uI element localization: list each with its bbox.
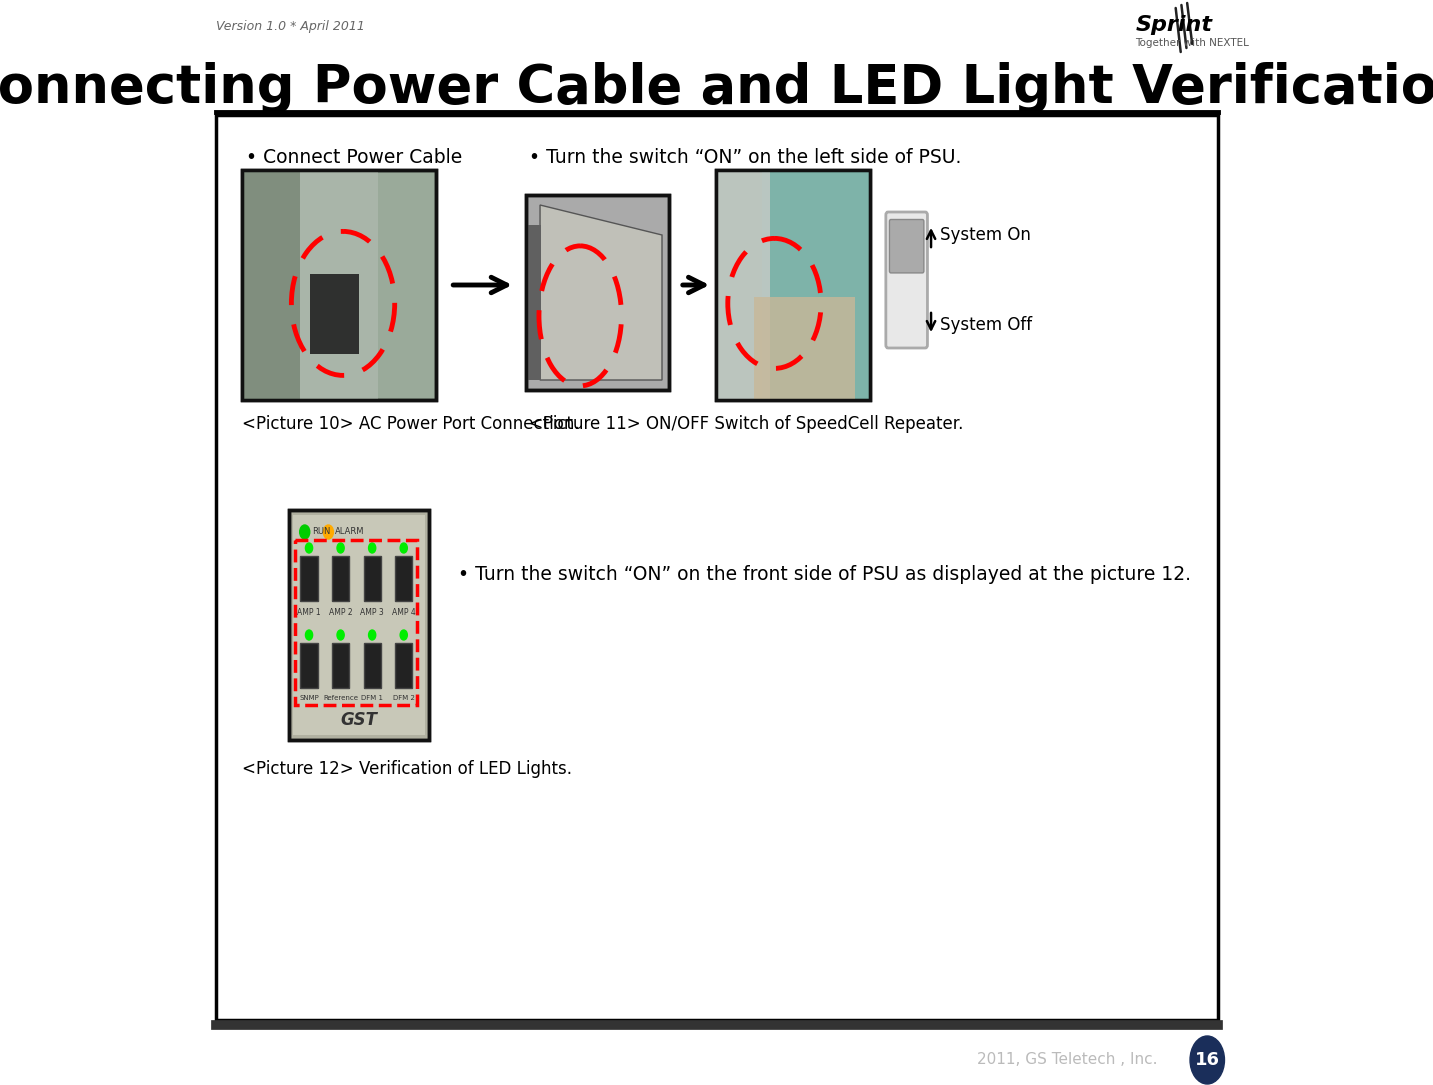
Text: 16: 16: [1195, 1051, 1219, 1069]
Text: • Turn the switch “ON” on the front side of PSU as displayed at the picture 12.: • Turn the switch “ON” on the front side…: [457, 565, 1191, 584]
Circle shape: [368, 542, 375, 553]
Text: <Picture 12> Verification of LED Lights.: <Picture 12> Verification of LED Lights.: [242, 760, 572, 778]
Text: AMP 4: AMP 4: [391, 608, 416, 617]
Bar: [716, 170, 870, 400]
Text: RUN: RUN: [312, 527, 330, 536]
Bar: [332, 556, 350, 601]
Bar: [289, 510, 428, 740]
Text: GST: GST: [340, 711, 377, 729]
Text: • Connect Power Cable: • Connect Power Cable: [246, 148, 463, 167]
Bar: [526, 225, 542, 380]
Bar: [289, 510, 428, 740]
Circle shape: [299, 525, 310, 539]
Bar: [332, 643, 350, 688]
Text: AMP 3: AMP 3: [360, 608, 384, 617]
Text: AMP 2: AMP 2: [328, 608, 353, 617]
Bar: [242, 170, 301, 400]
Bar: [716, 170, 870, 400]
Bar: [754, 296, 854, 400]
Text: Reference: Reference: [322, 695, 358, 701]
Text: AMP 1: AMP 1: [297, 608, 321, 617]
Circle shape: [337, 630, 344, 640]
Text: Version 1.0 * April 2011: Version 1.0 * April 2011: [216, 20, 364, 33]
Text: System On: System On: [940, 226, 1030, 244]
Bar: [301, 556, 318, 601]
Bar: [762, 170, 870, 400]
Circle shape: [400, 630, 407, 640]
Circle shape: [324, 525, 334, 539]
FancyBboxPatch shape: [890, 219, 924, 273]
Text: DFM 2: DFM 2: [393, 695, 414, 701]
Bar: [526, 195, 669, 390]
Bar: [292, 515, 426, 735]
Circle shape: [368, 630, 375, 640]
Text: System Off: System Off: [940, 316, 1032, 334]
Bar: [242, 170, 436, 400]
Text: <Picture 11> ON/OFF Switch of SpeedCell Repeater.: <Picture 11> ON/OFF Switch of SpeedCell …: [529, 414, 963, 433]
Circle shape: [305, 542, 312, 553]
Bar: [364, 643, 381, 688]
Text: <Picture 10> AC Power Port Connection.: <Picture 10> AC Power Port Connection.: [242, 414, 580, 433]
Bar: [301, 170, 378, 400]
Text: SNMP: SNMP: [299, 695, 320, 701]
Bar: [716, 170, 770, 400]
Bar: [242, 170, 436, 400]
Text: 2011, GS Teletech , Inc.: 2011, GS Teletech , Inc.: [976, 1052, 1156, 1068]
Circle shape: [400, 542, 407, 553]
Bar: [364, 556, 381, 601]
Text: • Turn the switch “ON” on the left side of PSU.: • Turn the switch “ON” on the left side …: [529, 148, 962, 167]
Circle shape: [337, 542, 344, 553]
Text: Sprint: Sprint: [1135, 15, 1212, 35]
Polygon shape: [540, 205, 662, 380]
Text: DFM 1: DFM 1: [361, 695, 383, 701]
Bar: [301, 643, 318, 688]
Text: Together with NEXTEL: Together with NEXTEL: [1135, 38, 1250, 48]
Circle shape: [1189, 1036, 1224, 1084]
Text: Connecting Power Cable and LED Light Verification: Connecting Power Cable and LED Light Ver…: [0, 62, 1433, 114]
FancyBboxPatch shape: [886, 212, 927, 348]
Bar: [396, 556, 413, 601]
Text: ALARM: ALARM: [335, 527, 364, 536]
Bar: [310, 273, 358, 354]
Circle shape: [305, 630, 312, 640]
Bar: [216, 115, 1218, 1020]
Bar: [396, 643, 413, 688]
Bar: [526, 195, 669, 390]
Bar: [295, 540, 417, 705]
